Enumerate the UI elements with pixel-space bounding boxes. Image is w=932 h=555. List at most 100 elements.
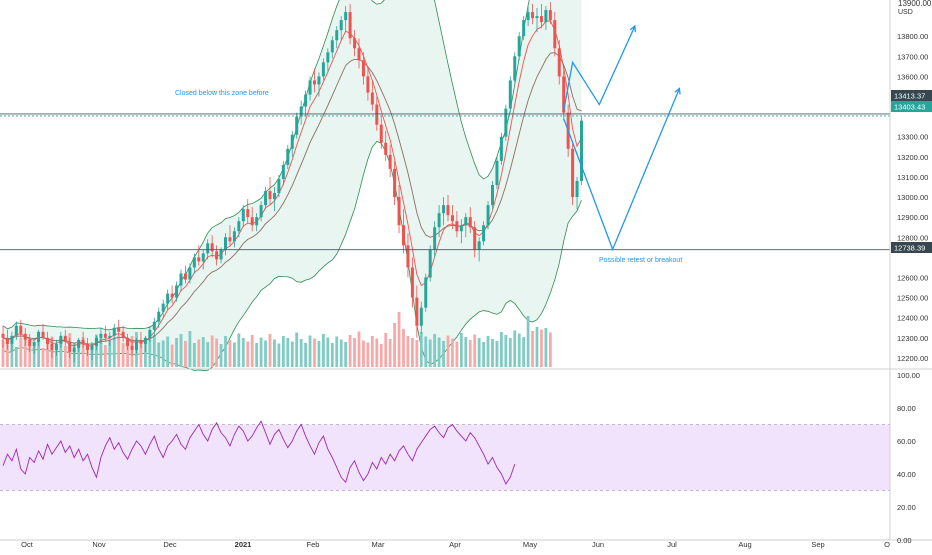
candle-body <box>557 48 561 77</box>
volume-bar <box>215 338 218 367</box>
volume-bar <box>330 343 334 367</box>
candle-body <box>406 245 410 268</box>
rsi-tick-label: 80.00 <box>897 404 916 413</box>
volume-bar <box>63 346 67 367</box>
time-tick-label: Jun <box>592 540 604 549</box>
candle-body <box>14 325 18 336</box>
candle-body <box>1 333 5 338</box>
volume-bar <box>184 341 187 367</box>
candle-body <box>219 249 223 260</box>
volume-bar <box>95 334 98 367</box>
volume-bar <box>406 336 410 367</box>
volume-bar <box>531 331 534 367</box>
candle-body <box>428 249 432 278</box>
time-tick-label: May <box>523 540 537 549</box>
volume-bar <box>259 337 263 367</box>
volume-bar <box>28 341 32 367</box>
candle-body <box>482 225 486 242</box>
projection-path-retest <box>563 88 681 252</box>
candle-body <box>459 225 463 232</box>
candle-body <box>304 94 308 107</box>
candle-body <box>499 136 503 161</box>
candle-body <box>206 243 210 254</box>
candle-body <box>130 345 134 350</box>
candle-body <box>259 205 263 218</box>
level-label-bg-2 <box>891 101 932 112</box>
candle-body <box>108 335 112 338</box>
volume-bar <box>348 335 352 367</box>
candle-body <box>135 339 138 350</box>
volume-bar <box>459 333 463 367</box>
candle-body <box>299 106 303 117</box>
price-axis-top-partial: 13900.00 <box>898 0 932 8</box>
candle-body <box>143 337 147 344</box>
volume-bar <box>255 343 259 367</box>
candle-body <box>54 343 58 350</box>
candle-body <box>179 273 183 286</box>
candle-body <box>468 217 472 228</box>
volume-bar <box>237 333 241 367</box>
volume-bar <box>326 337 330 367</box>
candle-body <box>455 221 459 232</box>
volume-bar <box>228 340 232 367</box>
candle-body <box>326 52 330 63</box>
time-tick-label: 2021 <box>235 540 252 549</box>
candle-body <box>317 76 321 85</box>
volume-bar <box>451 338 454 367</box>
candle-body <box>353 38 357 49</box>
candle-body <box>535 16 539 19</box>
volume-bar <box>424 336 428 367</box>
time-tick-label: Aug <box>738 540 751 549</box>
annotation-retest-breakout: Possible retest or breakout <box>599 257 682 264</box>
candle-body <box>117 327 121 332</box>
time-tick-label: Oct <box>21 540 34 549</box>
volume-bar <box>504 335 508 367</box>
candle-body <box>81 339 85 344</box>
level-label-bg-1 <box>891 90 932 101</box>
candle-body <box>103 333 107 338</box>
candle-body <box>366 76 370 93</box>
volume-bar <box>81 337 85 367</box>
volume-bar <box>473 334 477 367</box>
candle-body <box>379 124 383 143</box>
candle-body <box>446 205 450 216</box>
volume-bar <box>139 344 143 367</box>
volume-bar <box>179 334 183 367</box>
volume-bar <box>402 329 405 367</box>
volume-bar <box>446 335 450 367</box>
candle-body <box>41 331 45 338</box>
candle-body <box>68 341 72 352</box>
volume-bar <box>290 341 294 367</box>
price-tick-label: 13800.00 <box>897 32 928 41</box>
price-tick-label: 12500.00 <box>897 294 928 303</box>
candle-body <box>384 142 388 155</box>
volume-bar <box>335 336 339 367</box>
price-tick-label: 13300.00 <box>897 133 928 142</box>
candle-body <box>388 154 392 169</box>
volume-bar <box>77 340 81 367</box>
price-tick-label: 13100.00 <box>897 173 928 182</box>
candle-body <box>424 277 428 308</box>
candle-body <box>112 327 116 336</box>
volume-bar <box>388 339 392 367</box>
time-tick-label: O <box>884 540 890 549</box>
volume-bar <box>477 338 481 367</box>
candle-body <box>139 339 143 344</box>
bollinger-lower-line <box>2 140 582 371</box>
volume-bar <box>144 341 147 367</box>
candle-body <box>28 339 32 346</box>
volume-bar <box>339 339 343 367</box>
candle-body <box>321 62 325 77</box>
candle-body <box>410 267 414 298</box>
candle-body <box>188 267 192 280</box>
candle-body <box>148 329 152 338</box>
candle-body <box>517 36 521 57</box>
candle-body <box>553 20 557 49</box>
candle-body <box>183 273 187 280</box>
volume-bar <box>152 335 156 367</box>
level-label-13403: 13403.43 <box>894 103 925 112</box>
volume-bar <box>304 343 307 367</box>
volume-bar <box>161 340 165 367</box>
